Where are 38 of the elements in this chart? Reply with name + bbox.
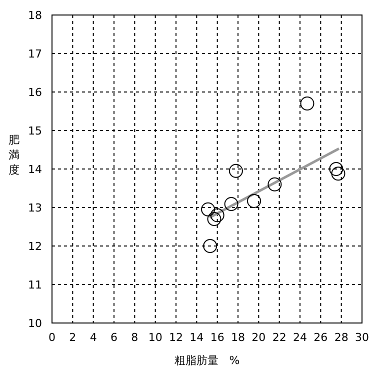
- x-tick-label: 22: [272, 331, 286, 344]
- y-tick-label: 16: [28, 86, 42, 99]
- y-tick-label: 10: [28, 317, 42, 330]
- y-tick-label: 11: [28, 278, 42, 292]
- y-tick-label: 14: [28, 163, 42, 176]
- point: [300, 96, 314, 111]
- point: [228, 164, 243, 178]
- x-tick-label: 2: [69, 331, 76, 344]
- x-tick-label: 26: [314, 331, 328, 344]
- point: [247, 194, 262, 208]
- x-tick-label: 0: [48, 331, 56, 344]
- point: [331, 166, 346, 181]
- x-tick-label: 8: [131, 331, 138, 344]
- x-tick-label: 20: [252, 331, 266, 344]
- y-tick-label: 12: [28, 240, 42, 253]
- y-tick-label: 13: [28, 202, 42, 214]
- point: [268, 177, 282, 192]
- y-tick-label: 15: [28, 124, 42, 138]
- point: [207, 212, 222, 226]
- x-tick-label: 12: [169, 331, 183, 344]
- x-tick-label: 6: [110, 331, 118, 344]
- x-tick-label: 16: [210, 331, 224, 344]
- x-tick-label: 18: [231, 331, 245, 344]
- point: [210, 208, 224, 222]
- y-axis-title: 肥満度: [8, 133, 20, 176]
- y-tick-label: 18: [28, 9, 42, 22]
- x-tick-label: 4: [90, 331, 97, 344]
- x-tick-label: 14: [190, 331, 204, 344]
- y-tick-label: 17: [28, 48, 42, 60]
- x-tick-label: 24: [293, 331, 307, 344]
- point: [203, 239, 218, 253]
- point: [329, 162, 344, 176]
- x-tick-label: 30: [355, 331, 369, 344]
- point: [201, 202, 216, 216]
- x-axis-title: 粗脂肪量 %: [174, 354, 240, 367]
- x-tick-label: 10: [148, 331, 162, 344]
- point: [224, 197, 238, 212]
- x-tick-label: 28: [334, 331, 348, 344]
